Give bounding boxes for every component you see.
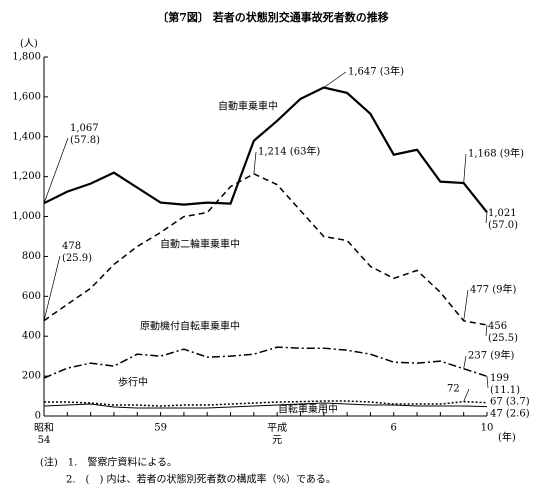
- leader-line: [463, 355, 467, 369]
- value-label: 237 (9年): [468, 349, 515, 362]
- leader-line: [463, 289, 469, 321]
- y-tick-label: 800: [22, 251, 41, 262]
- leader-line: [486, 376, 489, 389]
- leader-line: [463, 388, 470, 402]
- value-label: 478 (25.9): [62, 241, 92, 264]
- y-tick-label: 400: [22, 331, 41, 342]
- y-tick-label: 1,800: [12, 52, 41, 63]
- y-tick-label: 0: [35, 411, 41, 422]
- leader-line: [463, 153, 467, 184]
- note: 2. ( ) 内は、若者の状態別死者数の構成率（%）である。: [66, 473, 336, 486]
- value-label: 477 (9年): [470, 283, 517, 296]
- value-label: 199 (11.1): [490, 373, 520, 396]
- y-tick-label: 1,400: [12, 131, 41, 142]
- leader-line: [43, 255, 61, 321]
- leader-line: [323, 71, 347, 88]
- value-label: 1,021 (57.0): [488, 208, 518, 231]
- y-tick-label: 1,600: [12, 91, 41, 102]
- y-tick-label: 200: [22, 371, 41, 382]
- value-label: 1,214 (63年): [258, 145, 320, 158]
- leader-line: [485, 212, 488, 224]
- x-tick-label: 昭和 54: [34, 422, 54, 446]
- series-label: 原動機付自転車乗車中: [140, 320, 240, 333]
- series-line: [43, 402, 488, 409]
- y-axis-label: (人): [20, 38, 38, 50]
- x-tick-label: 10: [481, 423, 494, 434]
- leader-line: [485, 325, 488, 337]
- chart-title: 〔第7図〕 若者の状態別交通事故死者数の推移: [157, 10, 388, 24]
- series-label: 自動車乗車中: [218, 100, 278, 113]
- value-label: 67 (3.7): [490, 397, 530, 408]
- y-tick-label: 1,000: [12, 211, 41, 222]
- value-label: 72: [447, 384, 460, 395]
- series-line: [43, 86, 488, 214]
- value-label: 1,168 (9年): [468, 147, 524, 160]
- value-label: 1,647 (3年): [348, 65, 404, 78]
- series-label: 歩行中: [118, 376, 148, 389]
- series-line: [44, 400, 488, 407]
- value-label: 47 (2.6): [490, 409, 530, 420]
- y-tick-label: 1,200: [12, 171, 41, 182]
- value-label: 456 (25.5): [488, 321, 518, 344]
- series-label: 自転車乗用中: [278, 403, 338, 416]
- x-tick-label: 59: [154, 423, 167, 434]
- x-tick-label: 6: [391, 423, 397, 434]
- note: (注) 1. 警察庁資料による。: [40, 456, 177, 469]
- leader-line: [43, 137, 69, 204]
- series-label: 自動二輪車乗車中: [160, 238, 240, 251]
- series-line: [43, 346, 488, 379]
- x-axis-label: (年): [498, 431, 516, 444]
- y-tick-label: 600: [22, 291, 41, 302]
- x-tick-label: 平成元: [267, 422, 287, 446]
- value-label: 1,067 (57.8): [70, 123, 100, 146]
- leader-line: [253, 151, 257, 174]
- series-line: [43, 173, 488, 326]
